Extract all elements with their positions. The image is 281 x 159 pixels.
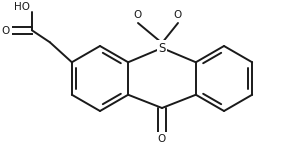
Text: O: O xyxy=(134,10,142,20)
Text: O: O xyxy=(174,10,182,20)
Text: HO: HO xyxy=(14,2,30,12)
Text: O: O xyxy=(158,134,166,144)
Text: O: O xyxy=(2,26,10,36)
Text: S: S xyxy=(158,41,166,55)
